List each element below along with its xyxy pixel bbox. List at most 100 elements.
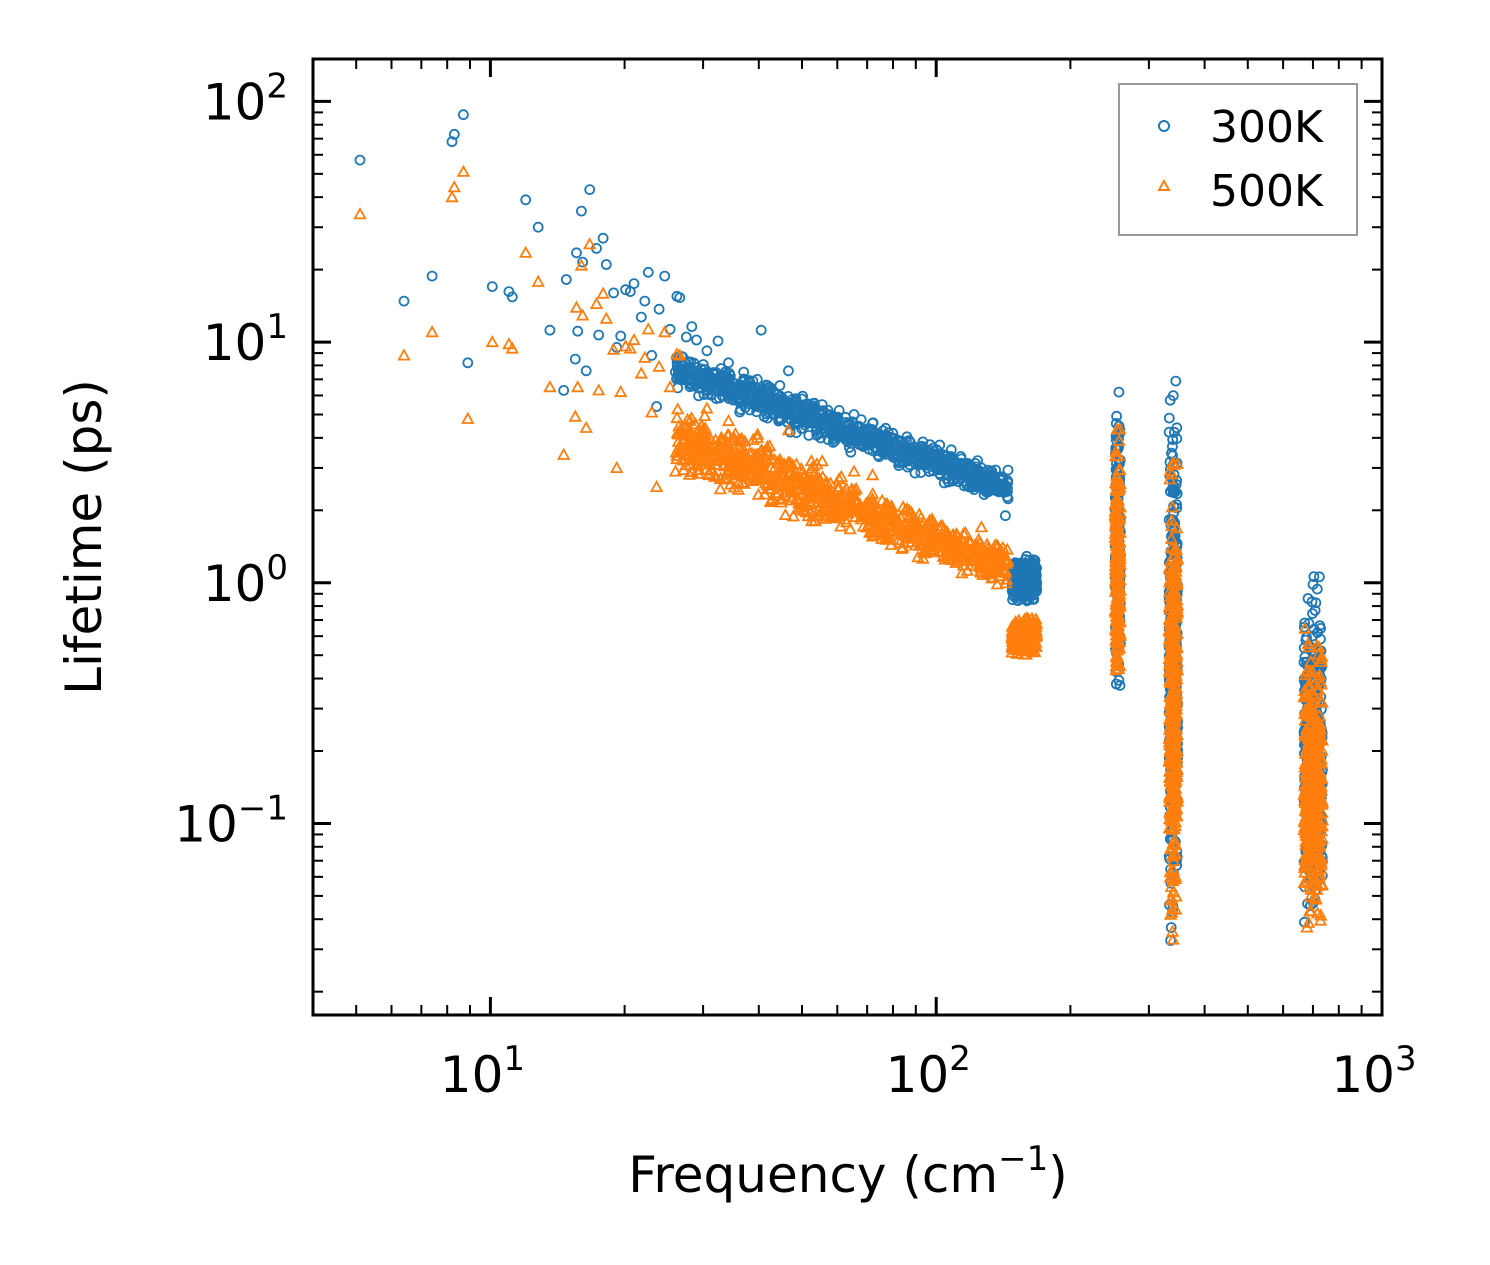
data-point-500K bbox=[774, 464, 788, 477]
data-point-500K bbox=[1163, 710, 1178, 723]
major-ticks bbox=[313, 59, 1384, 1015]
data-point-300K bbox=[577, 256, 588, 268]
data-point-300K bbox=[691, 334, 702, 346]
data-point-500K bbox=[804, 454, 819, 467]
data-point-500K bbox=[1113, 543, 1127, 556]
data-point-500K bbox=[1112, 433, 1126, 446]
legend-marker-500k bbox=[1157, 178, 1171, 191]
data-point-300K bbox=[1021, 590, 1033, 602]
data-point-500K bbox=[751, 457, 765, 470]
data-point-500K bbox=[764, 451, 779, 464]
data-point-500K bbox=[933, 533, 947, 546]
data-point-500K bbox=[849, 481, 863, 495]
data-point-500K bbox=[1169, 721, 1184, 734]
data-point-500K bbox=[353, 207, 367, 220]
data-point-500K bbox=[682, 436, 696, 450]
data-point-500K bbox=[1299, 776, 1313, 789]
data-point-500K bbox=[1163, 463, 1177, 477]
data-point-500K bbox=[815, 470, 830, 483]
data-point-500K bbox=[760, 477, 774, 491]
data-point-300K bbox=[544, 324, 556, 336]
data-point-500K bbox=[518, 245, 533, 258]
data-point-500K bbox=[1111, 597, 1126, 610]
data-point-500K bbox=[698, 441, 712, 454]
legend-marker-300k bbox=[1158, 120, 1170, 132]
data-point-500K bbox=[729, 452, 744, 465]
data-point-500K bbox=[1111, 572, 1126, 585]
data-point-300K bbox=[735, 404, 746, 416]
data-point-500K bbox=[834, 469, 849, 483]
legend-label-300k: 300K bbox=[1210, 102, 1324, 153]
data-point-300K bbox=[354, 154, 366, 166]
data-point-500K bbox=[1170, 521, 1184, 534]
data-point-500K bbox=[982, 546, 996, 559]
data-point-300K bbox=[822, 404, 834, 416]
data-point-500K bbox=[657, 325, 672, 338]
data-point-300K bbox=[976, 462, 987, 474]
data-point-500K bbox=[672, 419, 686, 432]
data-point-500K bbox=[1304, 832, 1319, 845]
data-point-300K bbox=[571, 247, 582, 259]
data-point-500K bbox=[652, 359, 666, 372]
data-point-300K bbox=[600, 259, 612, 270]
data-point-300K bbox=[882, 427, 894, 439]
data-point-500K bbox=[750, 430, 765, 443]
data-point-500K bbox=[765, 493, 779, 506]
data-point-500K bbox=[750, 427, 765, 440]
data-point-500K bbox=[569, 300, 584, 313]
data-point-300K bbox=[748, 389, 760, 401]
data-point-500K bbox=[809, 476, 823, 489]
data-point-300K bbox=[1299, 617, 1311, 629]
data-point-500K bbox=[1110, 422, 1124, 435]
data-point-300K bbox=[939, 450, 950, 462]
data-point-500K bbox=[644, 405, 659, 418]
data-point-300K bbox=[532, 221, 544, 233]
data-point-500K bbox=[1166, 685, 1181, 698]
data-point-500K bbox=[709, 447, 724, 460]
data-point-300K bbox=[771, 393, 782, 405]
data-point-500K bbox=[839, 481, 853, 494]
data-point-500K bbox=[1109, 491, 1124, 504]
data-point-300K bbox=[639, 295, 651, 307]
data-point-300K bbox=[803, 429, 815, 441]
x-tick-base: 10 bbox=[440, 1046, 504, 1104]
data-point-300K bbox=[635, 311, 647, 323]
data-point-500K bbox=[844, 504, 858, 517]
data-point-500K bbox=[1166, 456, 1180, 469]
data-point-500K bbox=[1164, 519, 1179, 532]
data-point-500K bbox=[456, 164, 471, 177]
data-point-500K bbox=[1109, 604, 1123, 617]
data-point-500K bbox=[880, 514, 894, 527]
data-point-300K bbox=[792, 417, 804, 429]
data-point-300K bbox=[712, 335, 724, 347]
data-point-500K bbox=[751, 487, 766, 500]
data-point-500K bbox=[967, 552, 981, 565]
data-point-500K bbox=[1028, 644, 1042, 657]
data-point-500K bbox=[697, 408, 712, 422]
data-point-300K bbox=[1008, 575, 1019, 587]
data-point-500K bbox=[1163, 742, 1178, 755]
data-point-500K bbox=[832, 472, 846, 485]
data-point-300K bbox=[1168, 484, 1179, 496]
data-point-500K bbox=[842, 494, 857, 508]
data-point-300K bbox=[448, 128, 460, 140]
data-point-500K bbox=[1168, 818, 1182, 831]
data-point-500K bbox=[1166, 932, 1180, 945]
data-point-500K bbox=[731, 433, 745, 447]
data-point-300K bbox=[751, 406, 762, 418]
data-point-500K bbox=[727, 480, 742, 493]
data-point-500K bbox=[874, 509, 889, 522]
data-point-500K bbox=[832, 479, 846, 493]
data-point-500K bbox=[531, 274, 545, 287]
data-point-500K bbox=[1164, 639, 1178, 652]
data-point-300K bbox=[760, 408, 772, 420]
data-point-500K bbox=[1169, 649, 1184, 662]
data-point-500K bbox=[1310, 716, 1324, 729]
data-point-500K bbox=[1298, 766, 1313, 779]
data-point-300K bbox=[685, 356, 697, 368]
data-point-500K bbox=[447, 180, 462, 193]
data-point-500K bbox=[1113, 463, 1127, 476]
data-point-300K bbox=[572, 325, 584, 337]
